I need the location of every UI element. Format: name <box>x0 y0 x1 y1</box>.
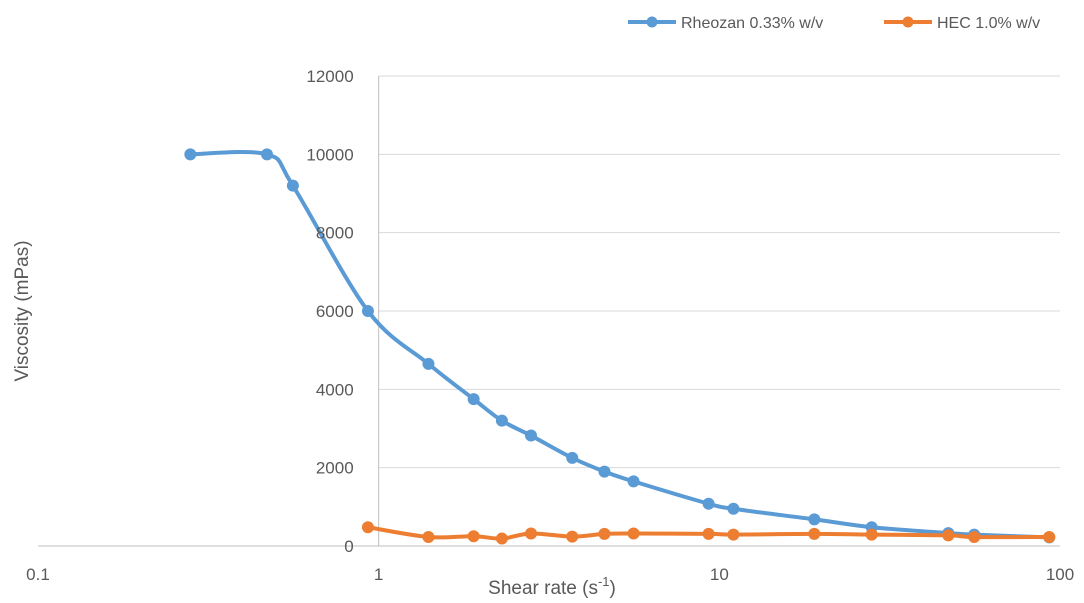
y-tick-label-10000: 10000 <box>306 145 353 164</box>
data-point-rheozan-11 <box>702 497 715 510</box>
data-point-rheozan-7 <box>525 429 537 442</box>
data-point-rheozan-13 <box>808 513 821 526</box>
data-point-hec-3 <box>495 532 508 545</box>
legend-item-rheozan: Rheozan 0.33% w/v <box>628 15 823 32</box>
series-line-rheozan <box>188 150 1052 540</box>
data-point-rheozan-5 <box>467 393 480 406</box>
legend-label-hec: HEC 1.0% w/v <box>937 15 1040 32</box>
x-tick-label-100: 100 <box>1046 565 1074 584</box>
y-tick-label-2000: 2000 <box>316 459 354 478</box>
data-point-hec-11 <box>865 528 878 541</box>
series-line-hec <box>365 525 1052 541</box>
data-point-rheozan-1 <box>260 148 273 161</box>
x-axis-title-close: ) <box>610 578 616 599</box>
data-point-hec-4 <box>525 527 537 540</box>
x-axis-title-superscript: -1 <box>598 574 610 589</box>
data-point-rheozan-10 <box>627 475 640 488</box>
tick-labels: 0 2000 4000 6000 8000 10000 12000 0.1 1 10 100 <box>26 67 1074 584</box>
y-tick-label-0: 0 <box>344 537 353 556</box>
data-point-rheozan-8 <box>566 451 579 464</box>
y-tick-label-4000: 4000 <box>316 380 354 399</box>
data-point-hec-7 <box>627 527 640 540</box>
data-point-hec-8 <box>702 527 715 540</box>
data-point-hec-6 <box>598 527 611 540</box>
data-point-hec-14 <box>1043 530 1056 543</box>
axes <box>38 76 1060 547</box>
y-axis-title: Viscosity (mPas) <box>12 240 33 381</box>
legend-label-rheozan: Rheozan 0.33% w/v <box>681 15 823 32</box>
data-point-rheozan-2 <box>286 179 299 192</box>
x-tick-label-1: 1 <box>374 565 383 584</box>
y-tick-label-12000: 12000 <box>306 67 353 86</box>
x-axis-title-main: Shear rate (s <box>488 578 598 599</box>
data-point-hec-13 <box>968 530 981 543</box>
data-point-hec-9 <box>727 528 740 541</box>
data-point-rheozan-9 <box>598 465 611 478</box>
x-tick-label-10: 10 <box>710 565 729 584</box>
data-point-rheozan-4 <box>422 357 435 370</box>
data-point-hec-1 <box>422 530 435 543</box>
gridlines <box>378 75 1060 469</box>
x-tick-label-0.1: 0.1 <box>26 565 50 584</box>
y-tick-label-6000: 6000 <box>316 302 354 321</box>
x-axis-title: Shear rate (s-1) <box>488 574 616 599</box>
data-point-hec-0 <box>361 521 374 534</box>
legend-marker-hec <box>902 16 914 28</box>
data-point-hec-5 <box>566 530 579 543</box>
data-point-rheozan-3 <box>361 305 374 317</box>
data-point-rheozan-0 <box>184 148 197 161</box>
data-point-rheozan-6 <box>495 414 508 427</box>
data-point-rheozan-12 <box>727 502 740 515</box>
legend-marker-rheozan <box>646 16 658 28</box>
data-point-hec-12 <box>942 529 955 542</box>
data-point-hec-2 <box>467 530 480 543</box>
legend-item-hec: HEC 1.0% w/v <box>884 15 1040 32</box>
legend: Rheozan 0.33% w/v HEC 1.0% w/v <box>628 15 1040 32</box>
y-tick-label-8000: 8000 <box>316 224 354 243</box>
series-lines <box>184 148 1056 545</box>
data-point-hec-10 <box>808 527 821 540</box>
